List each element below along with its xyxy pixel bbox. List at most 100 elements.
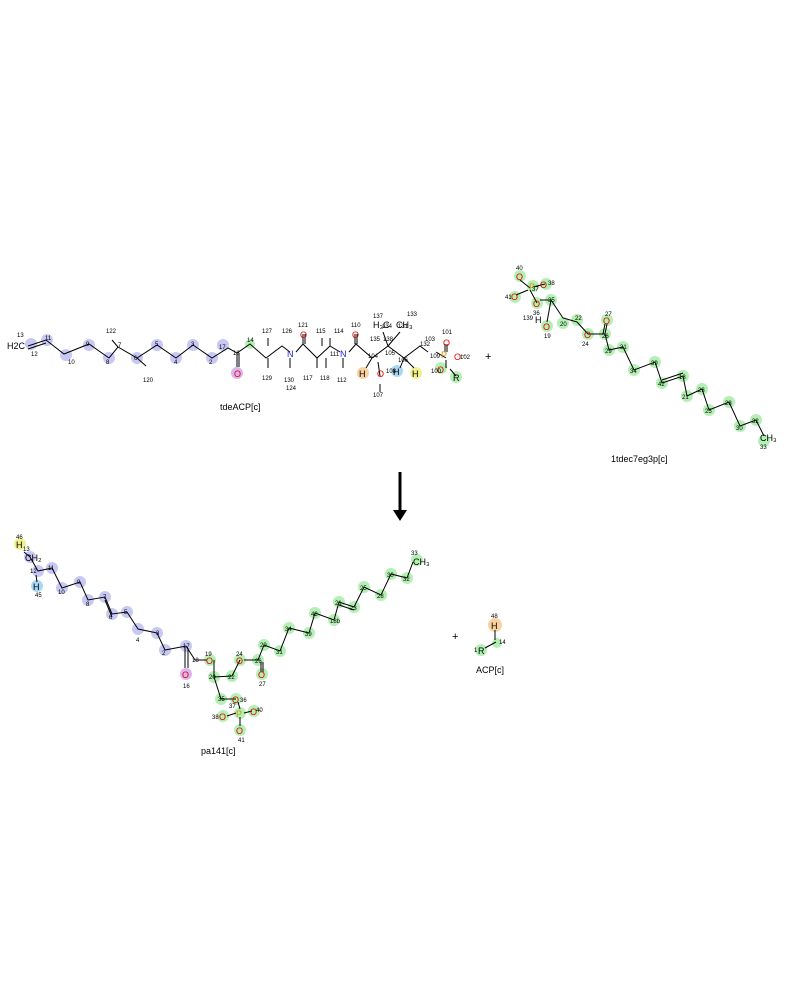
atom-pa141-o16: O — [182, 670, 189, 680]
svg-text:107: 107 — [373, 393, 384, 399]
atom-tdec-o19: O — [543, 322, 550, 332]
svg-text:5: 5 — [155, 342, 159, 348]
label-tdeACP: tdeACP[c] — [220, 402, 261, 412]
svg-text:101: 101 — [442, 330, 453, 336]
highlight-green-r — [450, 371, 462, 383]
atom-o101: O — [443, 338, 450, 348]
bond-h45 — [399, 357, 405, 369]
atom-o-minus: O⁻ — [454, 352, 466, 362]
svg-text:38: 38 — [548, 281, 555, 287]
svg-text:8: 8 — [106, 360, 110, 366]
svg-text:23: 23 — [698, 388, 705, 394]
label-pa141: pa141[c] — [201, 746, 236, 756]
bond-pa141-acyl-chain — [23, 551, 207, 661]
atom-o-e: O — [377, 369, 384, 379]
atom-h46: H — [412, 369, 419, 379]
svg-text:6: 6 — [109, 615, 113, 621]
svg-text:19: 19 — [544, 334, 551, 340]
svg-text:105: 105 — [385, 351, 396, 357]
bond-tdec-p — [529, 289, 538, 304]
svg-text:7: 7 — [118, 343, 122, 349]
svg-text:131: 131 — [398, 324, 409, 330]
svg-text:32: 32 — [752, 419, 759, 425]
svg-text:5: 5 — [124, 610, 128, 616]
svg-text:29: 29 — [605, 349, 612, 355]
atom-r: R — [453, 373, 460, 383]
svg-text:19: 19 — [205, 652, 212, 658]
molecule-pa141: H CH₂ H O O O O O P O O⁻ O CH₃ 46 13 12 … — [14, 535, 430, 756]
svg-text:41: 41 — [238, 738, 245, 744]
bond-main-chain — [27, 339, 291, 359]
molecule-tdeACP: H2C O N O N O H O H H P O O⁻ O R H₃C CH₃… — [7, 312, 471, 412]
svg-text:114: 114 — [334, 329, 344, 335]
atom-tdec-o41: O — [511, 292, 518, 302]
svg-text:45: 45 — [35, 593, 42, 599]
bond-pa141-double-2 — [338, 604, 355, 611]
svg-text:36: 36 — [533, 311, 540, 317]
atom-o-b: O — [300, 330, 307, 340]
svg-text:34: 34 — [630, 369, 637, 375]
svg-text:7: 7 — [103, 595, 107, 601]
svg-text:27: 27 — [605, 312, 612, 318]
svg-text:104: 104 — [368, 354, 379, 360]
bond-pa141-p-o36 — [237, 701, 241, 710]
svg-text:32: 32 — [403, 577, 410, 583]
svg-text:42: 42 — [658, 382, 665, 388]
atom-h45: H — [393, 367, 400, 377]
highlight-green-o99 — [435, 362, 447, 374]
svg-text:26: 26 — [255, 659, 262, 665]
svg-text:38: 38 — [212, 715, 219, 721]
svg-text:3: 3 — [156, 631, 160, 637]
atom-tdec-ch3: CH₃ — [760, 433, 777, 443]
bond-tdec-o38 — [532, 283, 546, 288]
svg-text:31: 31 — [620, 345, 627, 351]
svg-text:37: 37 — [532, 287, 539, 293]
svg-text:139: 139 — [523, 316, 534, 322]
svg-text:108: 108 — [386, 369, 397, 375]
svg-text:112: 112 — [337, 378, 347, 384]
svg-text:9: 9 — [86, 342, 90, 348]
svg-text:8: 8 — [86, 602, 90, 608]
acp-number-14: 14 — [499, 640, 506, 646]
svg-text:36: 36 — [240, 698, 247, 704]
svg-text:46: 46 — [16, 535, 23, 541]
atom-o16: O — [234, 369, 241, 379]
svg-text:20: 20 — [560, 322, 567, 328]
bond-double-terminal — [27, 342, 47, 350]
svg-text:134: 134 — [382, 324, 393, 330]
highlight-yellow-h46 — [410, 367, 422, 379]
highlight-orange-h48 — [357, 367, 369, 379]
svg-text:100: 100 — [431, 369, 442, 375]
molecule-ACP: H R 48 14 1 ACP[c] — [474, 614, 506, 675]
svg-text:138: 138 — [383, 337, 394, 343]
bond-tdec-carbonyl-b — [602, 323, 606, 335]
svg-text:17: 17 — [183, 644, 190, 650]
atom-tdec-o36: O — [533, 299, 540, 309]
atom-pa141-ch3: CH₃ — [413, 557, 430, 567]
atom-tdec-o24: O — [584, 330, 591, 340]
bond-o99-r — [449, 368, 457, 377]
bond-h120 — [136, 357, 147, 367]
svg-text:30: 30 — [736, 426, 743, 432]
svg-text:18: 18 — [192, 658, 199, 664]
svg-text:35: 35 — [218, 697, 225, 703]
bond-tdec-o40 — [519, 279, 531, 289]
highlight-orange-acp-h48 — [488, 618, 502, 632]
svg-text:21: 21 — [682, 395, 689, 401]
svg-text:13: 13 — [23, 547, 30, 553]
atom-pa141-o36: O — [232, 695, 239, 705]
svg-text:23: 23 — [350, 606, 357, 612]
svg-text:27: 27 — [259, 682, 266, 688]
highlight-green-acp-c14 — [492, 638, 502, 648]
label-tdec7eg3p: 1tdec7eg3p[c] — [611, 454, 668, 464]
atom-pa141-h45: H — [33, 582, 40, 592]
svg-text:6: 6 — [134, 356, 138, 362]
bond-pa141-double — [104, 599, 113, 618]
svg-text:118: 118 — [320, 376, 330, 382]
bond-pa141-second-chain — [244, 561, 414, 661]
atom-pa141-o41: O — [236, 726, 243, 736]
svg-text:31: 31 — [276, 650, 283, 656]
bond-h122 — [111, 339, 119, 348]
highlight-green-acp-r — [475, 644, 487, 656]
bond-tdec-o19 — [546, 299, 552, 323]
